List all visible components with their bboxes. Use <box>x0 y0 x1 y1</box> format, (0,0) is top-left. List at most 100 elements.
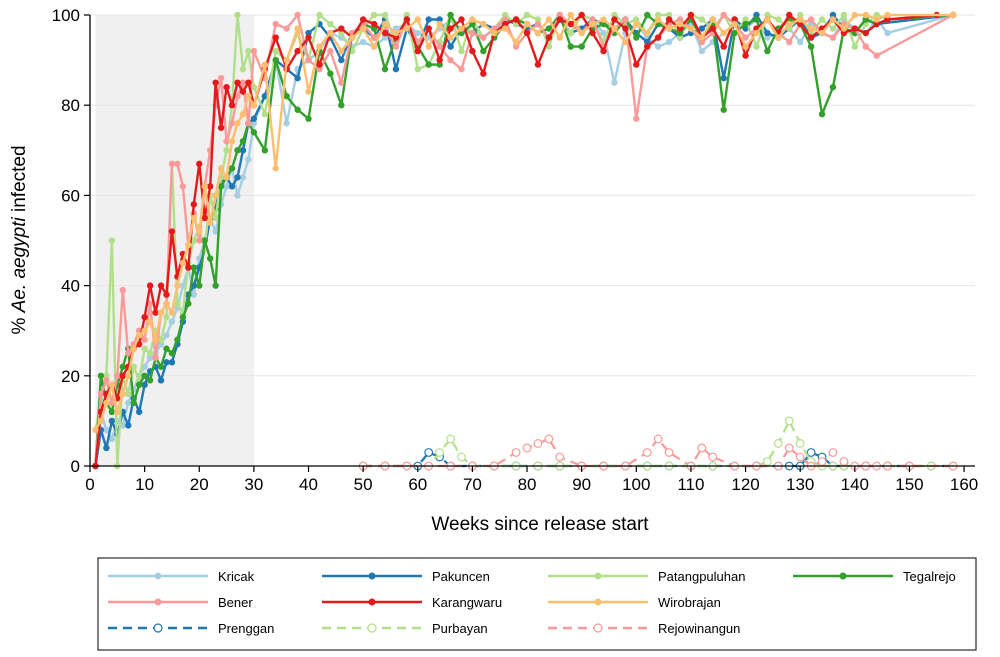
data-point <box>392 65 400 73</box>
data-point <box>600 47 607 55</box>
data-point <box>556 16 564 23</box>
data-point <box>600 16 607 23</box>
data-point <box>775 34 782 41</box>
data-point <box>949 11 957 19</box>
data-point <box>228 120 236 127</box>
legend: Kricak Pakuncen Patangpuluhan Tegalrejo Bene… <box>97 557 977 651</box>
data-point <box>786 20 793 28</box>
y-axis-title-species: Ae. aegypti <box>9 217 30 314</box>
data-point <box>245 120 252 127</box>
data-point <box>611 79 618 86</box>
data-point <box>392 43 400 50</box>
data-point <box>642 448 652 457</box>
data-point <box>239 88 247 95</box>
data-point <box>818 29 826 37</box>
data-point <box>103 372 110 379</box>
data-point <box>212 282 219 289</box>
data-point <box>125 390 132 398</box>
data-point <box>359 38 367 46</box>
data-point <box>862 11 869 19</box>
data-point <box>228 183 236 190</box>
data-point <box>664 448 674 457</box>
data-point <box>245 47 252 55</box>
data-point <box>272 56 279 64</box>
data-point <box>708 452 718 462</box>
data-point <box>103 444 110 452</box>
data-point <box>796 20 804 28</box>
data-point <box>753 11 760 19</box>
data-point <box>283 92 290 100</box>
x-tick-label-80: 80 <box>518 475 537 494</box>
data-point <box>294 106 301 113</box>
data-point <box>578 43 585 50</box>
data-point <box>589 29 596 37</box>
legend-label-kricak: Kricak <box>218 569 255 584</box>
data-point <box>884 16 891 23</box>
data-point <box>731 16 738 23</box>
data-point <box>316 61 323 68</box>
y-tick-label-60: 60 <box>61 186 80 205</box>
data-point <box>305 56 312 64</box>
data-point <box>720 29 727 37</box>
data-point <box>840 25 848 32</box>
data-point <box>644 11 651 19</box>
data-point <box>633 16 640 23</box>
data-point <box>125 399 132 407</box>
x-tick-label-30: 30 <box>244 475 263 494</box>
data-point <box>676 16 684 23</box>
data-point <box>305 34 312 41</box>
data-point <box>141 372 148 379</box>
data-point <box>92 426 99 434</box>
data-point <box>698 16 706 23</box>
data-point <box>458 65 465 73</box>
data-point <box>234 79 241 86</box>
data-point <box>764 29 771 37</box>
data-point <box>469 20 476 28</box>
data-point <box>511 448 521 457</box>
data-point <box>223 174 230 181</box>
data-point <box>676 34 684 41</box>
data-point <box>633 115 640 122</box>
data-point <box>403 16 411 23</box>
data-point <box>201 237 208 244</box>
legend-marker-wirobrajan <box>594 598 602 606</box>
data-point <box>119 286 126 294</box>
data-point <box>261 92 269 100</box>
data-point <box>217 165 225 172</box>
data-point <box>884 11 891 19</box>
data-point <box>829 34 837 41</box>
data-point <box>174 160 181 168</box>
y-tick-label-0: 0 <box>71 457 80 476</box>
data-point <box>873 11 880 19</box>
data-point <box>338 47 345 55</box>
data-point <box>436 61 443 68</box>
data-point <box>698 38 706 46</box>
legend-label-wirobrajan: Wirobrajan <box>658 595 721 610</box>
data-point <box>135 332 143 339</box>
data-point <box>807 25 815 32</box>
data-point <box>523 29 531 37</box>
data-point <box>163 345 170 352</box>
data-point <box>327 47 334 55</box>
data-point <box>201 214 208 222</box>
data-point <box>381 20 389 28</box>
data-point <box>829 16 837 23</box>
legend-marker-pakuncen <box>368 572 376 580</box>
data-point <box>469 47 476 55</box>
data-point <box>480 34 487 41</box>
x-tick-label-90: 90 <box>572 475 591 494</box>
legend-marker-purbayan <box>367 623 377 633</box>
data-point <box>698 34 706 41</box>
data-point <box>381 11 389 19</box>
data-point <box>196 160 203 168</box>
data-point <box>234 174 241 181</box>
data-point <box>103 377 110 384</box>
data-point <box>338 102 345 109</box>
data-point <box>523 20 531 28</box>
data-point <box>523 11 531 19</box>
data-point <box>665 38 673 46</box>
data-point <box>119 372 126 379</box>
data-point <box>157 363 165 370</box>
data-point <box>676 29 684 37</box>
data-point <box>458 47 465 55</box>
